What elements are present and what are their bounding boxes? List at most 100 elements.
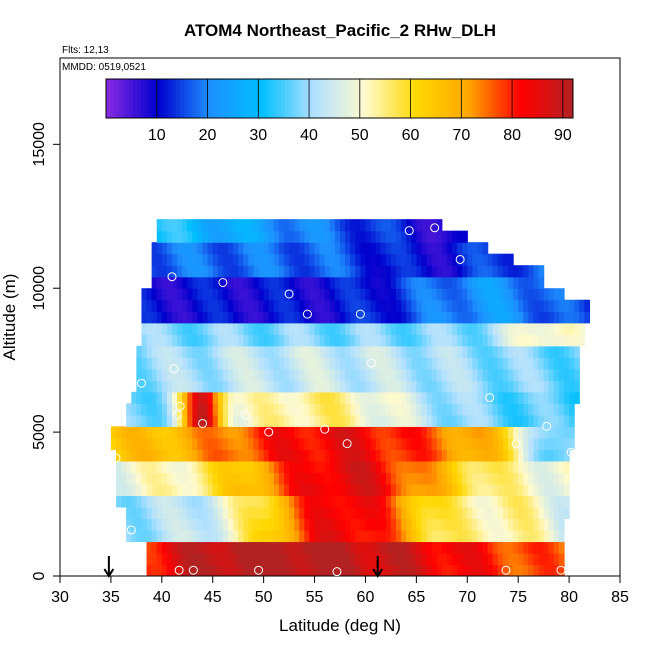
- sample-point: [455, 254, 465, 264]
- heatmap-cell: [569, 345, 575, 358]
- heatmap-cell: [340, 299, 346, 312]
- heatmap-cell: [284, 368, 290, 381]
- heatmap-cell: [151, 564, 158, 576]
- heatmap-cell: [365, 357, 372, 370]
- heatmap-cell: [528, 403, 535, 416]
- heatmap-cell: [243, 334, 249, 347]
- colorbar-swatch: [475, 79, 481, 118]
- heatmap-cell: [375, 541, 382, 554]
- heatmap-cell: [166, 483, 173, 497]
- heatmap-cell: [528, 311, 535, 324]
- heatmap-cell: [513, 357, 519, 370]
- colorbar-swatch: [514, 79, 520, 118]
- heatmap-cell: [228, 460, 234, 473]
- heatmap-cell: [166, 414, 173, 427]
- heatmap-cell: [156, 219, 163, 232]
- heatmap-cell: [243, 541, 249, 554]
- heatmap-cell: [263, 426, 270, 439]
- heatmap-cell: [228, 495, 234, 508]
- colorbar-swatch: [401, 79, 407, 118]
- heatmap-cell: [518, 426, 524, 439]
- heatmap-cell: [258, 276, 265, 289]
- x-tick-label: 45: [204, 589, 222, 606]
- heatmap-cell: [401, 472, 407, 485]
- heatmap-cell: [294, 219, 300, 232]
- heatmap-cell: [370, 460, 377, 473]
- heatmap-cell: [543, 472, 550, 485]
- heatmap-cell: [406, 357, 412, 370]
- heatmap-cell: [268, 426, 275, 439]
- heatmap-cell: [441, 311, 448, 324]
- heatmap-cell: [304, 288, 311, 301]
- heatmap-cell: [426, 426, 433, 439]
- heatmap-cell: [477, 483, 484, 497]
- heatmap-cell: [548, 541, 555, 554]
- heatmap-cell: [396, 529, 402, 543]
- heatmap-cell: [161, 403, 168, 416]
- heatmap-cell: [508, 311, 514, 324]
- heatmap-cell: [564, 495, 570, 508]
- heatmap-cell: [212, 552, 219, 566]
- heatmap-cell: [294, 242, 300, 255]
- heatmap-cell: [324, 288, 331, 301]
- heatmap-cell: [406, 242, 412, 255]
- heatmap-cell: [472, 288, 479, 301]
- heatmap-cell: [528, 276, 535, 289]
- heatmap-cell: [365, 334, 372, 347]
- heatmap-cell: [380, 426, 387, 439]
- heatmap-cell: [487, 564, 494, 576]
- heatmap-cell: [258, 380, 265, 393]
- heatmap-cell: [329, 529, 336, 543]
- heatmap-cell: [182, 299, 188, 312]
- heatmap-cell: [258, 483, 265, 497]
- heatmap-cell: [436, 322, 443, 335]
- heatmap-cell: [401, 322, 407, 335]
- heatmap-cell: [222, 564, 229, 576]
- heatmap-cell: [299, 506, 305, 520]
- heatmap-cell: [396, 311, 402, 324]
- heatmap-cell: [462, 253, 468, 266]
- heatmap-cell: [202, 403, 209, 416]
- heatmap-cell: [426, 449, 433, 462]
- heatmap-cell: [340, 529, 346, 543]
- heatmap-cell: [355, 380, 361, 393]
- heatmap-cell: [289, 506, 295, 520]
- heatmap-cell: [222, 242, 229, 255]
- heatmap-cell: [345, 506, 351, 520]
- heatmap-cell: [263, 506, 270, 520]
- heatmap-cell: [161, 518, 168, 531]
- heatmap-cell: [396, 518, 402, 531]
- heatmap-cell: [146, 414, 153, 427]
- heatmap-cell: [187, 472, 193, 485]
- heatmap-cell: [131, 414, 137, 427]
- heatmap-cell: [360, 253, 367, 266]
- heatmap-cell: [146, 460, 153, 473]
- heatmap-cell: [436, 437, 443, 450]
- heatmap-cell: [360, 529, 367, 543]
- heatmap-cell: [416, 230, 423, 243]
- heatmap-cell: [355, 288, 361, 301]
- heatmap-cell: [401, 552, 407, 566]
- y-tick-label: 10000: [31, 266, 48, 311]
- heatmap-cell: [426, 391, 433, 404]
- heatmap-cell: [192, 541, 199, 554]
- heatmap-cell: [462, 483, 468, 497]
- heatmap-cell: [222, 322, 229, 335]
- heatmap-cell: [365, 380, 372, 393]
- heatmap-cell: [375, 426, 382, 439]
- heatmap-cell: [222, 276, 229, 289]
- heatmap-cell: [284, 518, 290, 531]
- heatmap-cell: [238, 483, 244, 497]
- heatmap-cell: [299, 253, 305, 266]
- heatmap-cell: [431, 368, 438, 381]
- heatmap-cell: [151, 483, 158, 497]
- heatmap-cell: [172, 311, 178, 324]
- colorbar-swatch: [156, 79, 161, 118]
- heatmap-cell: [538, 552, 545, 566]
- heatmap-cell: [212, 265, 219, 278]
- heatmap-cell: [411, 414, 417, 427]
- sample-point: [254, 565, 264, 575]
- heatmap-cell: [523, 460, 529, 473]
- heatmap-cell: [380, 276, 387, 289]
- heatmap-cell: [334, 288, 341, 301]
